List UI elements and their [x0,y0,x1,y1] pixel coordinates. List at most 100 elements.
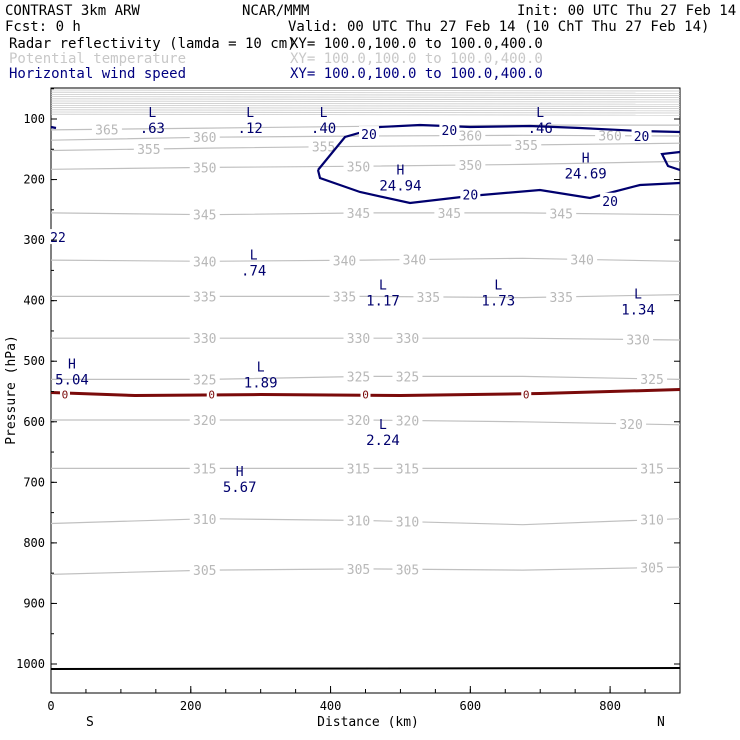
x-axis-title: Distance (km) [317,715,419,730]
theta-label-bg [616,415,647,431]
reflectivity-contour: 0 0 0 0 [50,388,681,402]
extremum-type: L [148,106,156,121]
theta-label: 325 [640,373,663,388]
theta-label-bg [343,512,374,528]
theta-label-bg [434,204,465,220]
theta-label: 305 [396,563,419,578]
forecast-hour: Fcst: 0 h [5,19,81,35]
theta-label: 365 [95,123,118,138]
extremum-value: 1.34 [621,303,655,319]
field-theta-name: Potential temperature [9,51,186,67]
theta-label: 310 [396,516,419,531]
theta-label-bg [392,330,423,346]
theta-label: 320 [193,414,216,429]
x-axis-end-right: N [657,715,665,730]
theta-label: 360 [598,130,621,145]
theta-label-bg [455,157,486,173]
upper-isentrope-line [50,107,681,109]
jet-contour-20-lower [316,169,681,205]
extremum-value: .63 [140,121,165,137]
extremum-type: H [582,151,590,166]
extremum-type: L [379,418,387,433]
reflectivity-contour-line [50,388,681,398]
extremum-value: .46 [528,121,553,137]
theta-label-bg [189,460,220,476]
theta-label: 305 [640,562,663,577]
theta-label: 305 [347,563,370,578]
extremum-value: .74 [241,263,266,279]
reflectivity-label: 0 [208,389,215,402]
wind-label: 22 [50,231,66,246]
theta-label: 355 [137,143,160,158]
theta-label-bg [637,511,668,527]
field-reflectivity-name: Radar reflectivity (lamda = 10 cm) [9,36,296,52]
y-tick-label: 100 [23,112,45,126]
theta-label: 330 [626,334,649,349]
theta-label-bg [637,460,668,476]
extremum-type: L [250,248,258,263]
extremum-value: 5.67 [223,480,257,496]
upper-isentrope-line [50,105,681,107]
theta-label-bg [511,136,542,152]
y-tick-label: 1000 [16,657,45,671]
theta-label: 310 [347,514,370,529]
y-tick-label: 500 [23,354,45,368]
theta-label: 350 [347,160,370,175]
upper-isentrope-line [50,102,681,105]
theta-label-bg [392,460,423,476]
theta-label: 350 [459,159,482,174]
theta-label: 360 [193,131,216,146]
theta-label: 320 [347,414,370,429]
wind-label-bg [439,121,460,137]
upper-isentrope-line [50,98,681,101]
extremum-value: 24.69 [565,166,607,182]
y-tick-label: 800 [23,536,45,550]
theta-label-bg [189,288,220,304]
extremum-type: L [379,279,387,294]
x-tick-label: 200 [180,699,202,713]
y-tick-label: 700 [23,475,45,489]
theta-label: 345 [549,207,572,222]
theta-label: 350 [193,161,216,176]
theta-label: 345 [193,209,216,224]
upper-isentrope-line [50,113,681,116]
theta-label: 345 [438,207,461,222]
theta-label: 340 [333,254,356,269]
upper-isentrope-bundle [50,89,681,116]
theta-label: 315 [396,462,419,477]
y-tick-label: 600 [23,415,45,429]
theta-label-bg [329,252,360,268]
theta-label: 320 [619,418,642,433]
y-tick-label: 200 [23,173,45,187]
field-reflectivity-xy: XY= 100.0,100.0 to 100.0,400.0 [290,36,543,52]
theta-label-bg [189,253,220,269]
theta-label: 345 [347,207,370,222]
extrema-labels: L.63L.12L.40L.46H24.69H24.94L.74L1.17L1.… [55,106,655,496]
theta-label-bg [413,288,444,304]
wind-label: 20 [442,124,458,139]
extremum-value: 1.89 [244,375,278,391]
extremum-type: L [536,106,544,121]
reflectivity-label-bg [59,388,70,401]
upper-isentrope-line [50,91,681,94]
theta-label: 340 [193,255,216,270]
y-tick-label: 300 [23,233,45,247]
init-time: Init: 00 UTC Thu 27 Feb 14 [517,3,736,19]
theta-label-bg [637,559,668,575]
theta-label-bg [392,513,423,529]
wind-speed-labels: 20 20 20 20 20 22 [47,121,652,246]
x-axis-ticks: 0 200 400 600 800 [47,686,681,713]
theta-label-bg [308,138,339,154]
theta-label-bg [189,330,220,346]
org-label: NCAR/MMM [242,3,309,19]
extremum-value: 5.04 [55,372,89,388]
extremum-value: 24.94 [379,179,421,195]
theta-label-bg [91,121,122,137]
theta-label-bg [343,158,374,174]
jet-contour-22-edge [660,150,681,172]
upper-isentrope-line [50,111,681,114]
upper-isentrope-line [50,94,681,96]
theta-label-bg [637,370,668,386]
theta-label: 325 [193,373,216,388]
